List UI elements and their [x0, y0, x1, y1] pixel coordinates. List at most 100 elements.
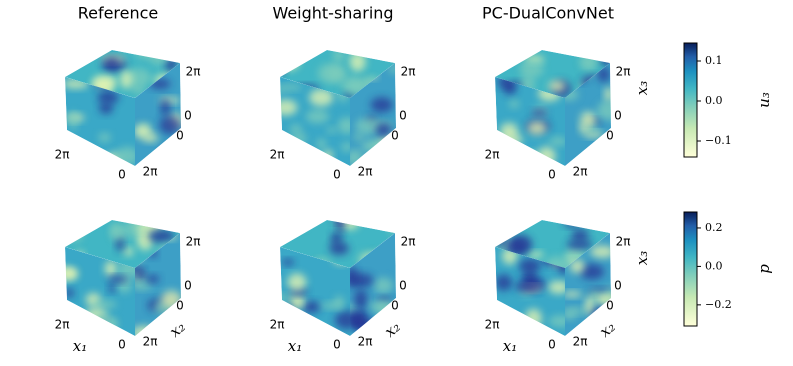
cube-texture — [579, 53, 598, 67]
cube-texture — [386, 50, 395, 59]
cube-tick-label: 0 — [399, 109, 407, 123]
colorbar-label: p — [755, 264, 773, 274]
cube-tick-label: 2π — [186, 65, 201, 79]
cube-texture — [91, 314, 116, 334]
column-title: Reference — [78, 4, 159, 23]
cube-texture — [531, 109, 548, 117]
cube-texture — [104, 260, 118, 277]
cube-tick-label: 0 — [399, 279, 407, 293]
cube-texture — [321, 327, 331, 336]
cube-texture — [316, 138, 327, 150]
cube-texture — [570, 220, 588, 224]
cube-texture — [354, 289, 368, 309]
cube-texture — [92, 75, 117, 89]
cube-tick-label: 0 — [333, 338, 341, 352]
cube-texture — [162, 156, 179, 165]
cube-texture — [349, 51, 366, 72]
cube-texture — [159, 115, 181, 135]
axis-label: x₁ — [73, 337, 87, 355]
cube-texture — [509, 99, 520, 109]
cube-texture — [135, 282, 152, 291]
cube-texture — [135, 124, 152, 139]
cube-texture — [495, 274, 513, 291]
axis-label: x₃ — [633, 81, 651, 95]
cube-texture — [322, 149, 333, 161]
cube-tick-label: 0 — [176, 299, 184, 313]
cube-tick-label: 2π — [270, 318, 285, 332]
cube-texture — [146, 274, 160, 284]
cube-texture — [548, 80, 566, 92]
cube-tick-label: 0 — [184, 109, 192, 123]
cube-tick-label: 0 — [614, 109, 622, 123]
cube-texture — [150, 220, 161, 228]
cube-texture — [588, 155, 602, 166]
axis-label: x₂ — [596, 318, 619, 341]
cube-texture — [563, 220, 580, 227]
cube-texture — [569, 259, 585, 274]
cube-texture — [280, 65, 286, 75]
cube-texture — [579, 122, 589, 133]
cube-texture — [333, 295, 345, 309]
cube-texture — [120, 70, 133, 89]
cube-texture — [67, 225, 83, 243]
cube-texture — [350, 266, 358, 286]
cube-texture — [166, 147, 181, 166]
cube-texture — [69, 111, 78, 130]
cube-tick-label: 0 — [606, 299, 614, 313]
cube-texture — [107, 275, 129, 283]
cube-texture — [604, 86, 611, 103]
cube-texture — [350, 311, 360, 324]
colorbar — [683, 42, 698, 158]
cube-texture — [305, 109, 330, 124]
cube-texture — [579, 263, 605, 280]
cube-tick-label: 0 — [614, 279, 622, 293]
cube-texture — [301, 301, 321, 313]
cube-tick-label: 2π — [573, 335, 588, 349]
cube-texture — [370, 97, 393, 113]
cube-tick-label: 2π — [55, 318, 70, 332]
cube-texture — [290, 294, 306, 309]
cube-tick-label: 2π — [358, 165, 373, 179]
axis-label: x₁ — [503, 337, 517, 355]
cube-texture — [108, 284, 117, 293]
cube-tick-label: 0 — [548, 168, 556, 182]
cube-texture — [388, 225, 395, 235]
cube-texture — [298, 220, 308, 229]
cube-face-base — [280, 247, 350, 336]
cube-tick-label: 2π — [401, 235, 416, 249]
cube-texture — [287, 273, 307, 292]
cube-texture — [519, 60, 544, 78]
cube-face — [565, 233, 611, 336]
cube-texture — [309, 88, 334, 107]
cube-texture — [115, 237, 125, 252]
cube-texture — [583, 130, 604, 138]
cube-texture — [355, 117, 381, 135]
cube-texture — [584, 50, 597, 57]
colorbar — [683, 211, 698, 327]
cube-texture — [99, 102, 114, 114]
cube-texture — [169, 220, 180, 227]
cube-texture — [565, 310, 578, 320]
cube-texture — [499, 122, 519, 140]
cube-texture — [548, 280, 565, 294]
column-title: Weight-sharing — [272, 4, 393, 23]
cube-tick-label: 0 — [391, 299, 399, 313]
cube-tick-label: 0 — [606, 129, 614, 143]
cube-texture — [527, 121, 547, 136]
cube-texture — [123, 247, 134, 256]
cube-texture — [510, 235, 533, 254]
cube-face-base — [65, 247, 135, 336]
cube-texture — [332, 220, 351, 224]
cube-texture — [565, 291, 582, 298]
cube-texture — [281, 258, 295, 266]
cube-texture — [169, 155, 181, 166]
cube-tick-label: 0 — [118, 168, 126, 182]
cube-tick-label: 2π — [485, 148, 500, 162]
cube-texture — [148, 229, 175, 243]
cube-texture — [159, 50, 173, 60]
cube-texture — [285, 220, 294, 232]
cube-tick-label: 0 — [184, 279, 192, 293]
cube-texture — [580, 111, 597, 127]
cube-texture — [340, 142, 350, 152]
cube-texture — [162, 145, 171, 165]
